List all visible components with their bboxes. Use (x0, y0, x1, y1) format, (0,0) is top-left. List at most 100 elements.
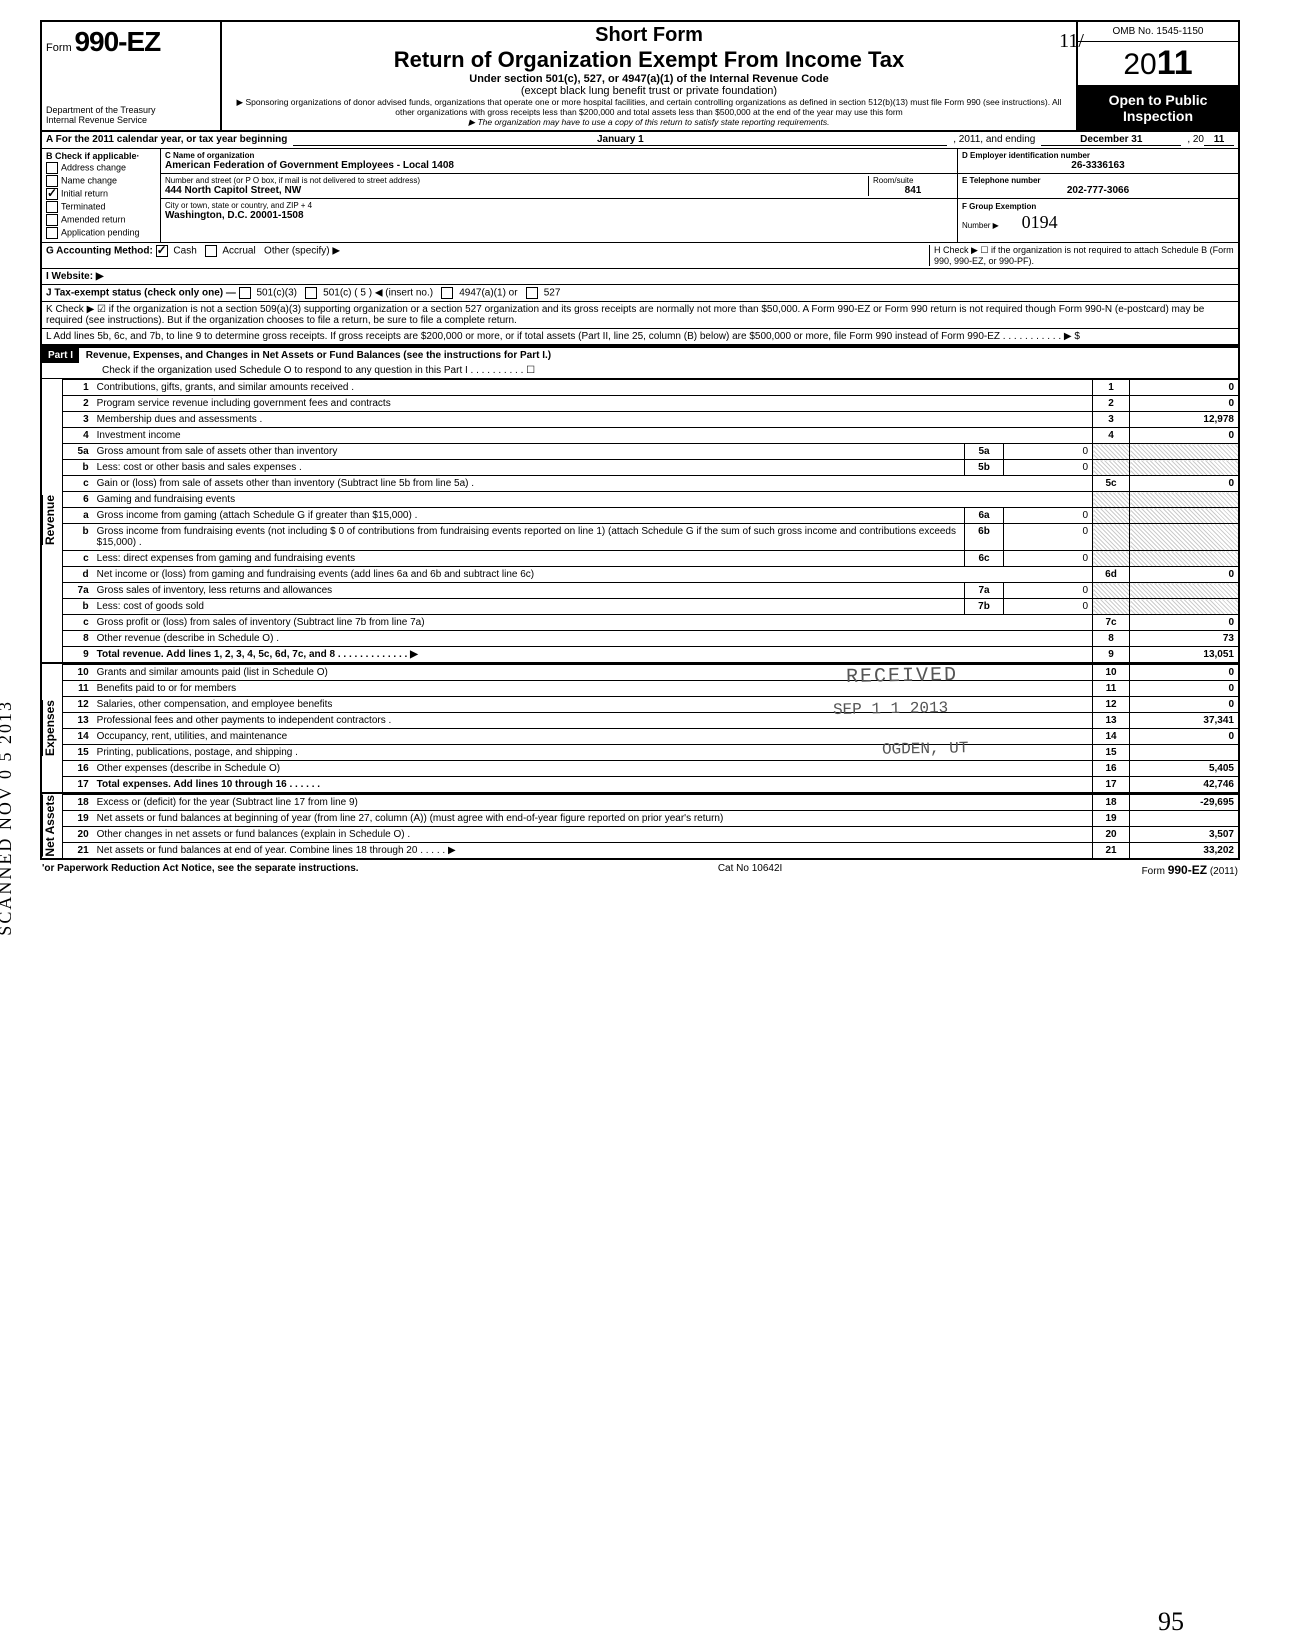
expenses-section: Expenses 10Grants and similar amounts pa… (42, 662, 1238, 792)
subtitle-code: Under section 501(c), 527, or 4947(a)(1)… (228, 73, 1070, 85)
header-note2: ▶ The organization may have to use a cop… (228, 117, 1070, 127)
ogden-stamp: OGDEN, UT (881, 739, 968, 759)
addr-label: Number and street (or P O box, if mail i… (165, 176, 868, 185)
form-number: 990-EZ (74, 26, 160, 57)
line-row: 13Professional fees and other payments t… (63, 713, 1238, 729)
entity-block: B Check if applicable· Address change Na… (42, 149, 1238, 243)
org-name-label: C Name of organization (165, 151, 953, 160)
ein-value: 26-3336163 (962, 160, 1234, 171)
side-revenue: Revenue (42, 495, 61, 545)
line-row: 14Occupancy, rent, utilities, and mainte… (63, 729, 1238, 745)
line-row: 7aGross sales of inventory, less returns… (63, 583, 1238, 599)
sec-b-header: B Check if applicable· (46, 151, 156, 161)
section-g: G Accounting Method: Cash Accrual Other … (46, 245, 929, 266)
received-stamp: RECEIVED (846, 664, 958, 689)
line-row: 8Other revenue (describe in Schedule O) … (63, 631, 1238, 647)
chk-cash[interactable] (156, 245, 168, 257)
tax-year-begin: January 1 (293, 134, 947, 146)
chk-527[interactable] (526, 287, 538, 299)
line-row: 10Grants and similar amounts paid (list … (63, 665, 1238, 681)
chk-name-change[interactable]: Name change (46, 175, 156, 187)
section-de: D Employer identification number 26-3336… (957, 149, 1238, 242)
revenue-table: 1Contributions, gifts, grants, and simil… (63, 379, 1238, 662)
line-row: 15Printing, publications, postage, and s… (63, 745, 1238, 761)
title-return: Return of Organization Exempt From Incom… (228, 47, 1070, 73)
org-city: Washington, D.C. 20001-1508 (165, 210, 953, 221)
line-row: dNet income or (loss) from gaming and fu… (63, 567, 1238, 583)
chk-terminated[interactable]: Terminated (46, 201, 156, 213)
part1-check: Check if the organization used Schedule … (42, 363, 1238, 378)
netassets-table: 18Excess or (deficit) for the year (Subt… (63, 794, 1238, 858)
handwritten-95: 95 (1158, 1607, 1184, 1637)
sec-a-mid: , 2011, and ending (953, 134, 1035, 146)
chk-initial-return[interactable]: Initial return (46, 188, 156, 200)
chk-amended[interactable]: Amended return (46, 214, 156, 226)
date-stamp: SEP 1 1 2013 (833, 699, 949, 719)
line-row: cGross profit or (loss) from sales of in… (63, 615, 1238, 631)
year-value: 11 (1157, 44, 1193, 82)
line-row: 20Other changes in net assets or fund ba… (63, 827, 1238, 843)
side-netassets: Net Assets (42, 795, 61, 857)
line-row: 21Net assets or fund balances at end of … (63, 843, 1238, 859)
line-row: 3Membership dues and assessments .312,97… (63, 412, 1238, 428)
org-name: American Federation of Government Employ… (165, 160, 953, 171)
line-row: bGross income from fundraising events (n… (63, 524, 1238, 551)
inspection: Inspection (1084, 108, 1232, 124)
chk-4947[interactable] (441, 287, 453, 299)
chk-address-change[interactable]: Address change (46, 162, 156, 174)
section-i: I Website: ▶ (42, 269, 1238, 285)
line-row: cGain or (loss) from sale of assets othe… (63, 476, 1238, 492)
section-a: A For the 2011 calendar year, or tax yea… (42, 132, 1238, 149)
chk-accrual[interactable] (205, 245, 217, 257)
part1-title: Revenue, Expenses, and Changes in Net As… (82, 348, 555, 363)
line-row: 19Net assets or fund balances at beginni… (63, 811, 1238, 827)
group-exempt-label: F Group Exemption (962, 202, 1036, 211)
line-row: bLess: cost of goods sold7b0 (63, 599, 1238, 615)
omb-number: OMB No. 1545-1150 (1078, 22, 1238, 42)
line-row: aGross income from gaming (attach Schedu… (63, 508, 1238, 524)
group-exempt-num-label: Number ▶ (962, 221, 999, 230)
form-header: Form 990-EZ Department of the Treasury I… (42, 22, 1238, 132)
netassets-section: Net Assets 18Excess or (deficit) for the… (42, 792, 1238, 858)
revenue-section: Revenue 1Contributions, gifts, grants, a… (42, 379, 1238, 662)
line-row: cLess: direct expenses from gaming and f… (63, 551, 1238, 567)
section-l: L Add lines 5b, 6c, and 7b, to line 9 to… (42, 329, 1238, 346)
room-label: Room/suite (873, 176, 953, 185)
section-j: J Tax-exempt status (check only one) — 5… (42, 285, 1238, 302)
part1-label: Part I (42, 348, 79, 363)
line-row: 5aGross amount from sale of assets other… (63, 444, 1238, 460)
phone-label: E Telephone number (962, 176, 1234, 185)
chk-501c[interactable] (305, 287, 317, 299)
group-exemption-value: 0194 (1022, 212, 1058, 232)
chk-app-pending[interactable]: Application pending (46, 227, 156, 239)
line-row: bLess: cost or other basis and sales exp… (63, 460, 1238, 476)
phone-value: 202-777-3066 (962, 185, 1234, 196)
line-row: 4Investment income40 (63, 428, 1238, 444)
footer-left: 'or Paperwork Reduction Act Notice, see … (42, 863, 359, 877)
city-label: City or town, state or country, and ZIP … (165, 201, 953, 210)
form-footer: 'or Paperwork Reduction Act Notice, see … (40, 860, 1240, 880)
expenses-table: 10Grants and similar amounts paid (list … (63, 664, 1238, 792)
title-short-form: Short Form (228, 24, 1070, 47)
line-row: 18Excess or (deficit) for the year (Subt… (63, 795, 1238, 811)
footer-right: Form 990-EZ (2011) (1142, 863, 1238, 877)
year-prefix: 20 (1123, 48, 1156, 81)
form-prefix: Form (46, 42, 72, 54)
chk-501c3[interactable] (239, 287, 251, 299)
tax-year-end: December 31 (1041, 134, 1181, 146)
sec-a-endlbl: , 20 (1187, 134, 1204, 146)
room-suite: 841 (873, 185, 953, 196)
tax-year-end-yy: 11 (1204, 134, 1234, 146)
org-address: 444 North Capitol Street, NW (165, 185, 868, 196)
line-row: 6Gaming and fundraising events (63, 492, 1238, 508)
line-row: 2Program service revenue including gover… (63, 396, 1238, 412)
form-990ez: Form 990-EZ Department of the Treasury I… (40, 20, 1240, 860)
section-c: C Name of organization American Federati… (161, 149, 957, 242)
line-row: 11Benefits paid to or for members110 (63, 681, 1238, 697)
dept-irs: Internal Revenue Service (46, 116, 216, 126)
section-h: H Check ▶ ☐ if the organization is not r… (929, 245, 1234, 266)
section-b: B Check if applicable· Address change Na… (42, 149, 161, 242)
sec-a-label: A For the 2011 calendar year, or tax yea… (46, 134, 287, 146)
open-to-public: Open to Public (1084, 92, 1232, 108)
line-row: 1Contributions, gifts, grants, and simil… (63, 380, 1238, 396)
